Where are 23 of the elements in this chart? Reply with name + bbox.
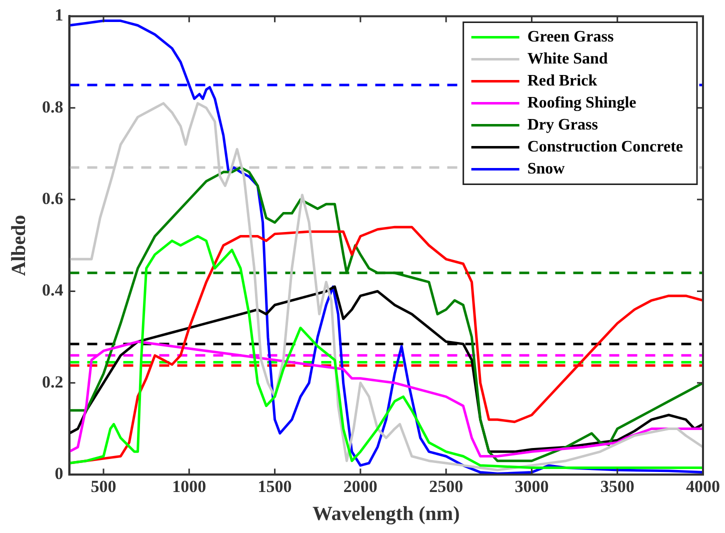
y-tick-label: 1 <box>54 6 64 25</box>
legend-label: Dry Grass <box>527 116 598 134</box>
legend-label: Red Brick <box>527 72 598 90</box>
y-tick-label: 0.8 <box>42 97 64 116</box>
y-axis-title: Albedo <box>8 214 30 276</box>
x-tick-label: 2500 <box>429 477 464 496</box>
y-tick-label: 0.2 <box>42 372 64 392</box>
y-tick-label: 0.4 <box>42 280 64 300</box>
legend-label: Construction Concrete <box>527 138 684 156</box>
x-tick-label: 3000 <box>514 477 549 496</box>
legend-label: White Sand <box>527 50 608 68</box>
x-axis-title: Wavelength (nm) <box>312 503 460 526</box>
y-tick-label: 0 <box>54 464 64 483</box>
x-tick-label: 4000 <box>686 477 720 496</box>
x-tick-label: 1500 <box>258 477 292 496</box>
x-tick-label: 1000 <box>172 477 206 496</box>
x-tick-label: 3500 <box>600 477 634 496</box>
y-tick-label: 0.6 <box>42 188 64 208</box>
legend-label: Green Grass <box>527 28 614 46</box>
legend-label: Roofing Shingle <box>527 94 636 112</box>
x-tick-label: 500 <box>90 477 116 496</box>
x-tick-label: 2000 <box>343 477 378 496</box>
legend-label: Snow <box>527 160 566 178</box>
